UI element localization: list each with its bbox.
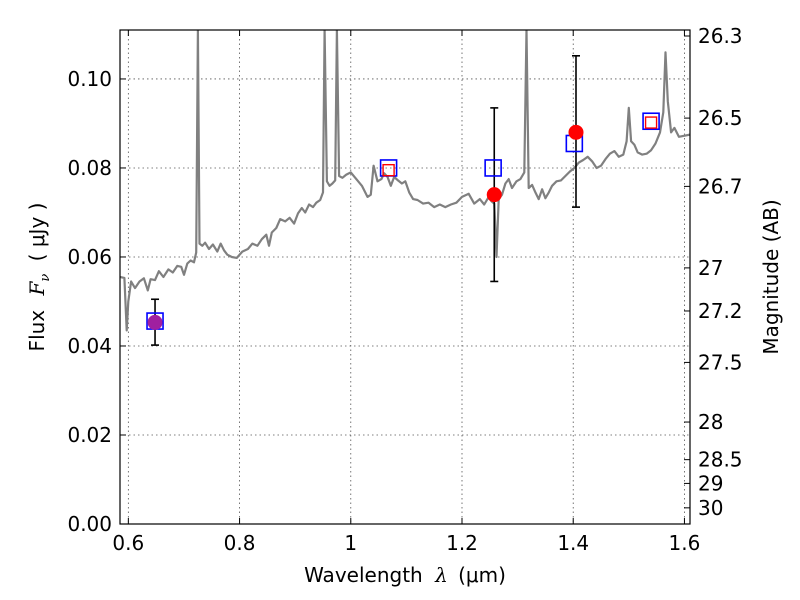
y-tick-label: 0.06 (67, 245, 112, 269)
y-tick-label: 0.02 (67, 423, 112, 447)
model-spectrum (120, 30, 690, 332)
y2-axis-label: Magnitude (AB) (759, 199, 783, 354)
y2-tick-label: 27.5 (698, 350, 743, 374)
model-bandpass-square (484, 159, 502, 177)
y-tick-label: 0.08 (67, 156, 112, 180)
x-tick-label: 1.6 (669, 531, 701, 555)
y2-tick-label: 28 (698, 410, 723, 434)
observed-point (486, 187, 502, 203)
plot-frame (119, 29, 691, 525)
y2-tick-label: 26.7 (698, 174, 743, 198)
y2-tick-label: 28.5 (698, 448, 743, 472)
x-tick-label: 1.2 (446, 531, 478, 555)
y2-tick-label: 27.2 (698, 299, 743, 323)
y-tick-label: 0.00 (67, 512, 112, 536)
y2-tick-label: 26.5 (698, 106, 743, 130)
grid (120, 30, 690, 525)
x-axis-ticks: 0.6 0.8 1 1.2 1.4 1.6 (112, 30, 700, 555)
observed-point (568, 124, 584, 140)
y2-tick-label: 27 (698, 256, 723, 280)
y-tick-label: 0.04 (67, 334, 112, 358)
x-tick-label: 0.6 (112, 531, 144, 555)
secondary-model-square (382, 163, 395, 177)
x-axis-label: Wavelength λ (μm) (304, 563, 506, 587)
x-tick-label: 1.4 (557, 531, 589, 555)
data-points (146, 55, 660, 346)
x-tick-label: 0.8 (224, 531, 256, 555)
y2-tick-label: 29 (698, 471, 723, 495)
model-bandpass-square (642, 112, 660, 131)
spectrum-line (120, 30, 690, 332)
y-axis-ticks: 0.00 0.02 0.04 0.06 0.08 0.10 (67, 67, 126, 536)
secondary-model-square (644, 116, 658, 129)
y2-tick-label: 30 (698, 496, 723, 520)
observed-point (147, 314, 163, 330)
y-axis-label: Flux Fν ( μJy ) (25, 203, 54, 352)
y-tick-label: 0.10 (67, 67, 112, 91)
x-tick-label: 1 (344, 531, 357, 555)
y2-tick-label: 26.3 (698, 24, 743, 48)
